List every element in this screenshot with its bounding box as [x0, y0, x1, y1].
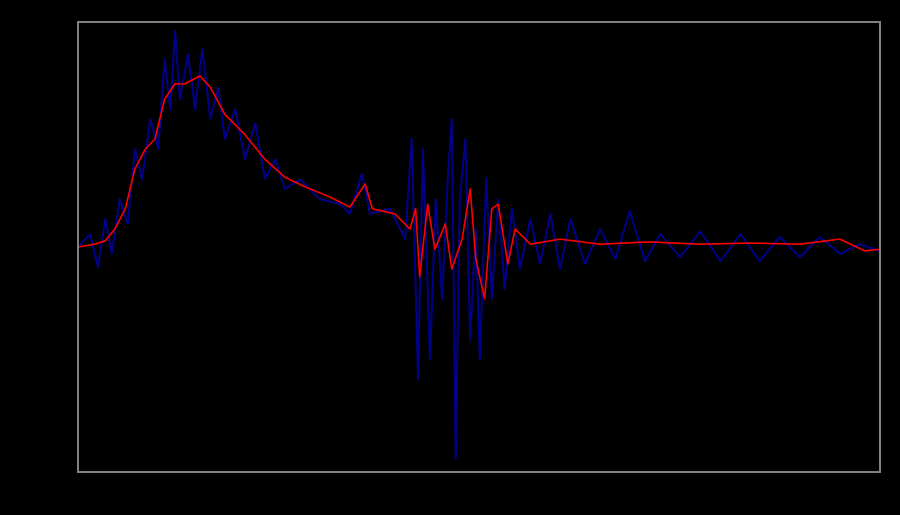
plot-area-border: [77, 21, 881, 473]
series-line-1: [77, 30, 881, 461]
series-line-2: [77, 75, 881, 300]
series-layer: [77, 30, 881, 461]
